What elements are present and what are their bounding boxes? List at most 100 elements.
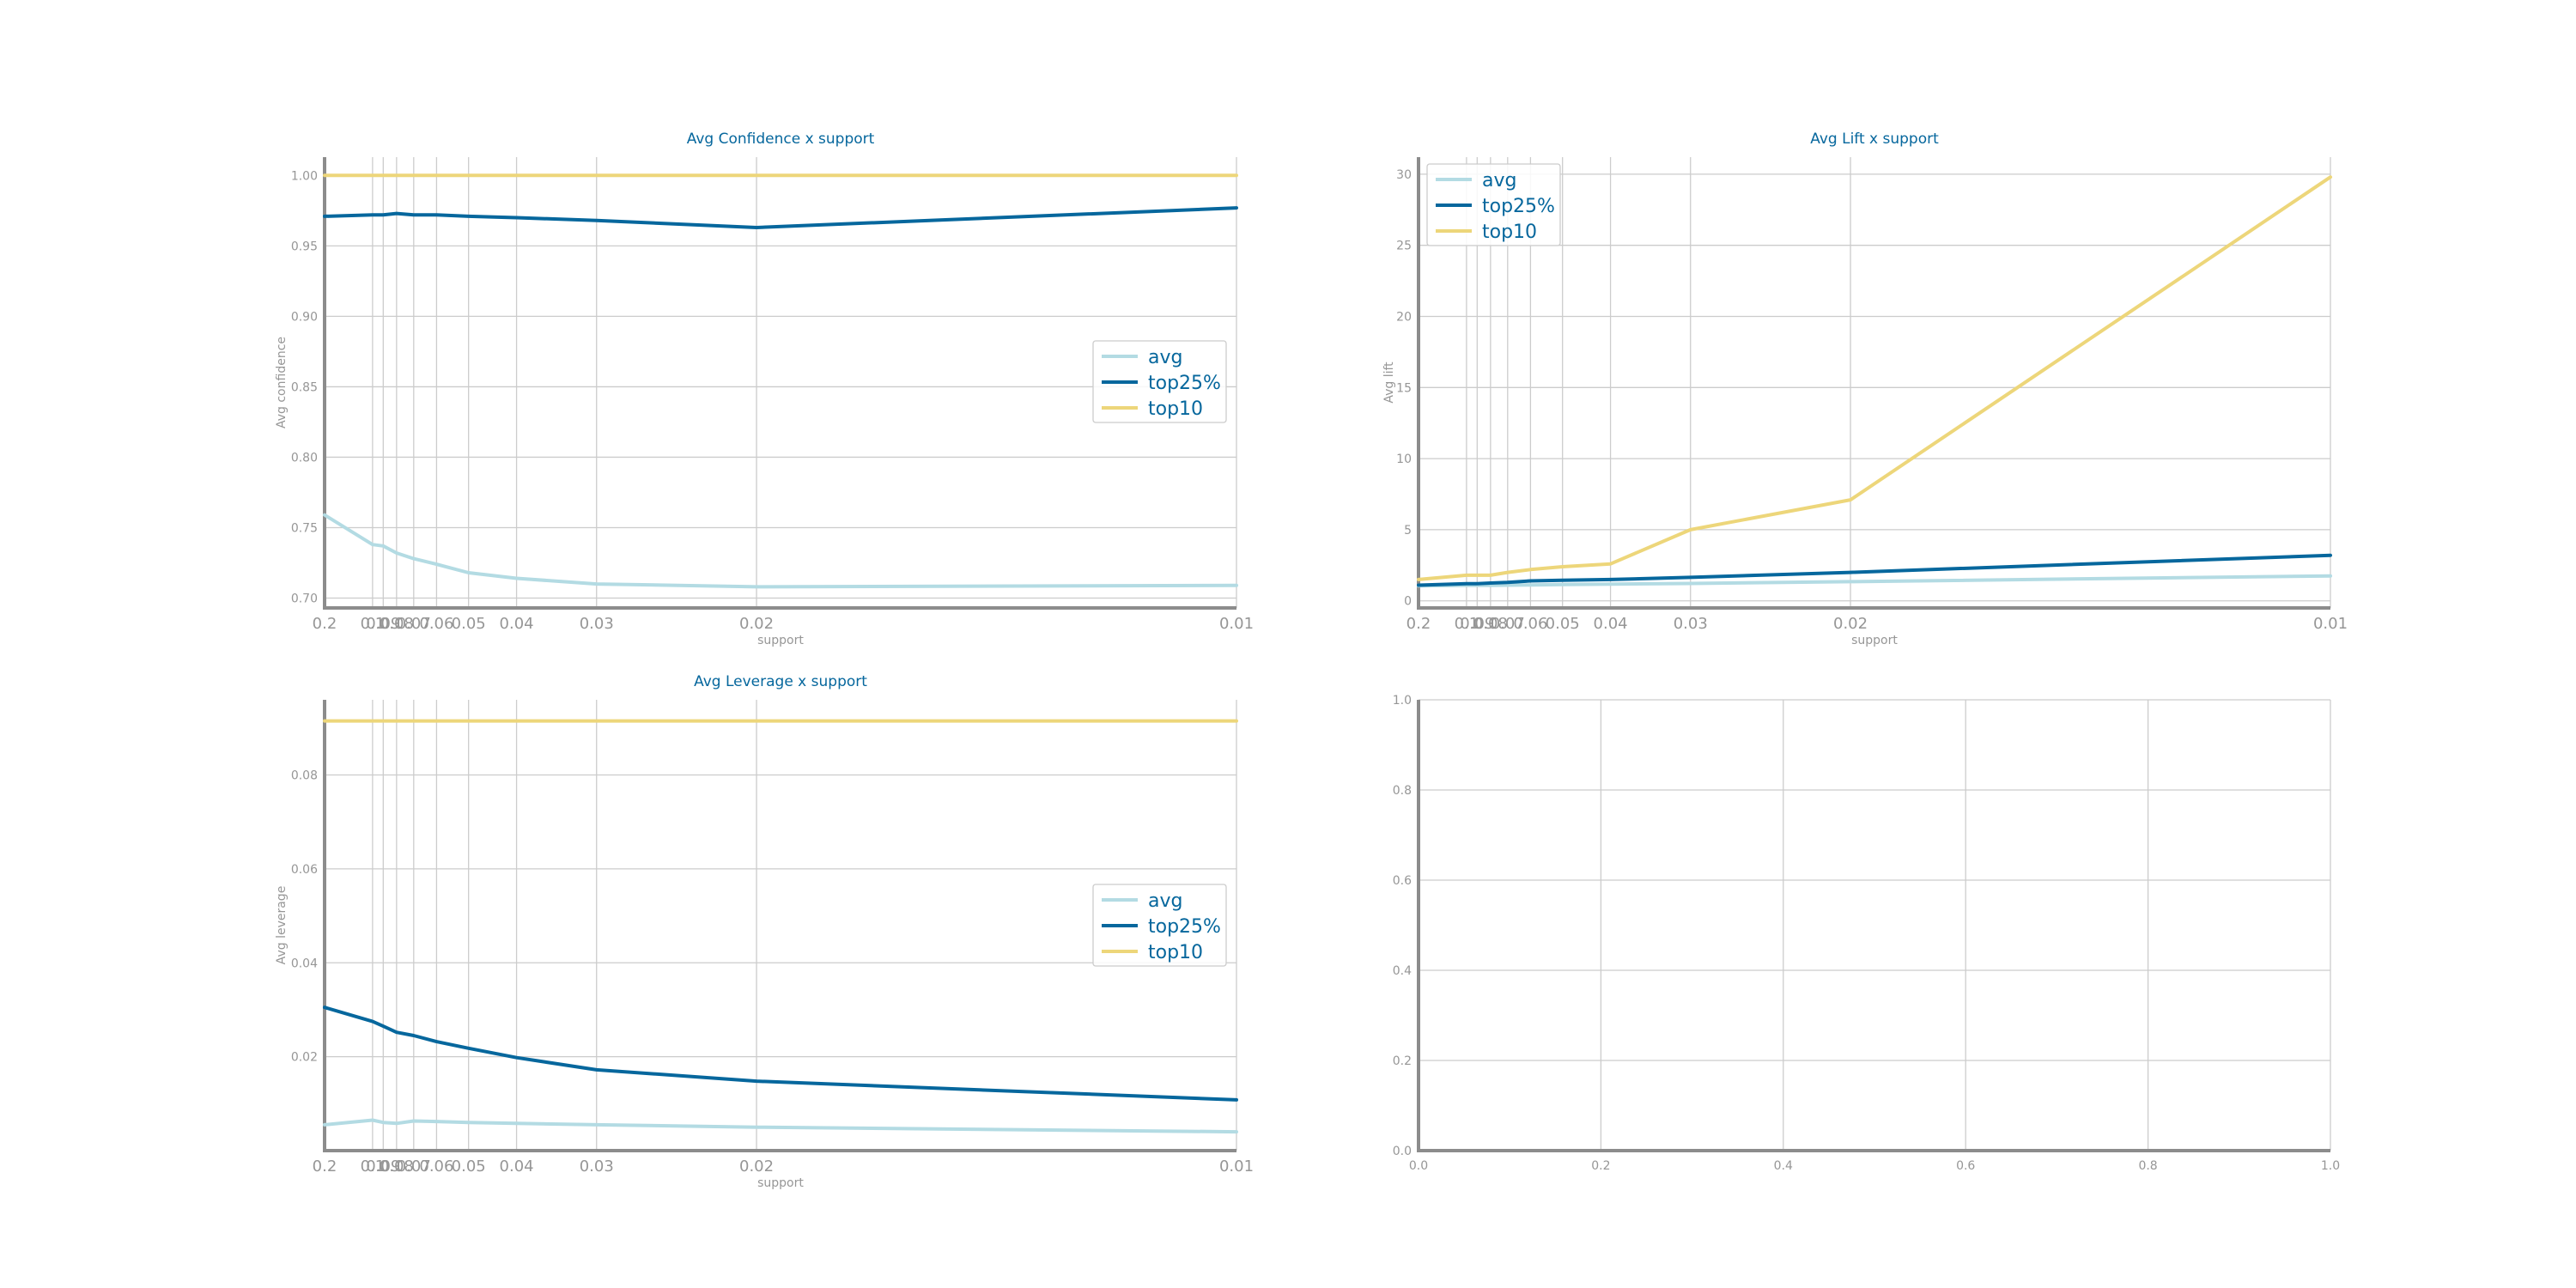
x-tick-label: 0.02 — [739, 1157, 774, 1176]
x-tick-label: 0.07 — [397, 615, 431, 633]
x-tick-label: 0.02 — [739, 615, 774, 633]
series-line-avg — [323, 513, 1238, 589]
x-tick-label: 0.04 — [500, 1157, 534, 1176]
y-tick-label: 0.2 — [1393, 1054, 1412, 1068]
series-line-avg — [323, 1118, 1238, 1134]
x-tick-label: 0.04 — [500, 615, 534, 633]
y-tick-label: 0.4 — [1393, 964, 1412, 978]
x-tick-label: 0.1 — [361, 1157, 386, 1176]
legend: avg top25% top10 — [1426, 163, 1561, 246]
legend: avg top25% top10 — [1092, 884, 1227, 967]
x-tick-label: 0.04 — [1594, 615, 1628, 633]
y-tick-label: 10 — [1396, 453, 1412, 466]
x-tick-label: 0.4 — [1774, 1159, 1793, 1173]
x-tick-label: 0.1 — [1455, 615, 1479, 633]
x-tick-label: 0.2 — [313, 1157, 337, 1176]
legend-label-top25: top25% — [1482, 196, 1555, 217]
y-tick-label: 0.95 — [291, 240, 318, 253]
x-tick-label: 0.05 — [452, 1157, 486, 1176]
x-tick-label: 0.2 — [1406, 615, 1431, 633]
series-line-top25 — [323, 1005, 1238, 1102]
y-tick-label: 0.8 — [1393, 784, 1412, 798]
y-tick-label: 0.75 — [291, 521, 318, 535]
y-tick-label: 0.90 — [291, 310, 318, 324]
y-tick-label: 1.00 — [291, 169, 318, 183]
gridlines — [325, 700, 1237, 1151]
x-tick-label: 0.03 — [1674, 615, 1708, 633]
y-tick-label: 0.08 — [291, 769, 318, 783]
series-line-top10 — [1417, 175, 2332, 581]
legend-label-avg: avg — [1148, 890, 1182, 912]
x-tick-label: 0.03 — [580, 615, 614, 633]
legend-label-avg: avg — [1482, 170, 1516, 191]
y-tick-label: 15 — [1396, 381, 1412, 395]
legend-label-top10: top10 — [1148, 398, 1203, 420]
x-tick-label: 0.07 — [397, 1157, 431, 1176]
legend-label-top10: top10 — [1148, 942, 1203, 963]
legend-label-top25: top25% — [1148, 916, 1221, 938]
x-tick-label: 0.01 — [1219, 615, 1254, 633]
y-axis-label: Avg confidence — [275, 337, 289, 428]
chart-title: Avg Leverage x support — [694, 673, 867, 690]
series-lines — [1417, 175, 2332, 588]
x-tick-label: 0.03 — [580, 1157, 614, 1176]
x-tick-label: 0.8 — [2138, 1159, 2157, 1173]
legend-box — [1426, 163, 1561, 246]
x-tick-label: 0.09 — [366, 1157, 400, 1176]
x-tick-label: 0.08 — [380, 1157, 414, 1176]
x-tick-label: 1.0 — [2321, 1159, 2340, 1173]
x-tick-label: 0.06 — [1513, 615, 1547, 633]
chart-title: Avg Lift x support — [1810, 131, 1939, 148]
gridlines — [1419, 157, 2331, 608]
x-tick-label: 0.2 — [1591, 1159, 1610, 1173]
y-axis-label: Avg leverage — [275, 886, 289, 965]
series-line-top25 — [1417, 553, 2332, 587]
series-lines — [323, 719, 1238, 1134]
x-axis-label: support — [1851, 634, 1898, 647]
y-tick-label: 0.0 — [1393, 1145, 1412, 1158]
legend-label-top10: top10 — [1482, 222, 1537, 243]
x-tick-label: 0.05 — [452, 615, 486, 633]
x-tick-label: 0.06 — [419, 615, 453, 633]
x-tick-label: 0.09 — [1460, 615, 1494, 633]
x-tick-label: 0.06 — [419, 1157, 453, 1176]
y-tick-label: 0.04 — [291, 957, 318, 970]
chart-panel-4: 0.0 0.2 0.4 0.6 0.8 1.0 0.0 0.2 0.4 0.6 0.8 1.0 — [1393, 694, 2340, 1173]
x-tick-label: 0.08 — [1473, 615, 1508, 633]
x-tick-label: 0.07 — [1491, 615, 1525, 633]
y-tick-label: 0.70 — [291, 592, 318, 606]
chart-panel-2: 0 5 10 15 20 25 30 0.2 0.10.090.080.070.060.05 0.… — [1382, 131, 2348, 647]
y-tick-label: 1.0 — [1393, 694, 1412, 708]
x-axis-label: support — [757, 634, 804, 647]
y-tick-label: 0.80 — [291, 451, 318, 465]
y-tick-label: 0.6 — [1393, 874, 1412, 888]
legend: avg top25% top10 — [1092, 340, 1227, 423]
y-tick-label: 0.02 — [291, 1051, 318, 1065]
series-line-top25 — [323, 206, 1238, 229]
x-tick-label: 0.02 — [1833, 615, 1868, 633]
x-tick-label: 0.2 — [313, 615, 337, 633]
y-tick-label: 25 — [1396, 240, 1412, 253]
x-tick-label: 0.05 — [1546, 615, 1580, 633]
chart-title: Avg Confidence x support — [687, 131, 875, 148]
legend-label-avg: avg — [1148, 347, 1182, 368]
x-tick-label: 0.0 — [1409, 1159, 1428, 1173]
chart-panel-1: 0.700.750.800.850.900.951.000.2 0.10.090.… — [275, 131, 1254, 647]
series-lines — [323, 173, 1238, 589]
y-tick-label: 5 — [1404, 524, 1412, 538]
legend-box — [1092, 884, 1227, 967]
chart-panel-3: 0.020.040.060.080.2 0.10.090.080.070.060.… — [275, 673, 1254, 1190]
y-tick-label: 0 — [1404, 595, 1412, 609]
x-axis-label: support — [757, 1176, 804, 1190]
x-tick-label: 0.09 — [366, 615, 400, 633]
y-tick-label: 30 — [1396, 168, 1412, 182]
y-axis-label: Avg lift — [1382, 361, 1396, 404]
gridlines — [325, 157, 1237, 608]
y-tick-label: 0.06 — [291, 863, 318, 877]
x-tick-label: 0.08 — [380, 615, 414, 633]
legend-label-top25: top25% — [1148, 373, 1221, 394]
legend-box — [1092, 340, 1227, 423]
x-tick-label: 0.6 — [1956, 1159, 1975, 1173]
